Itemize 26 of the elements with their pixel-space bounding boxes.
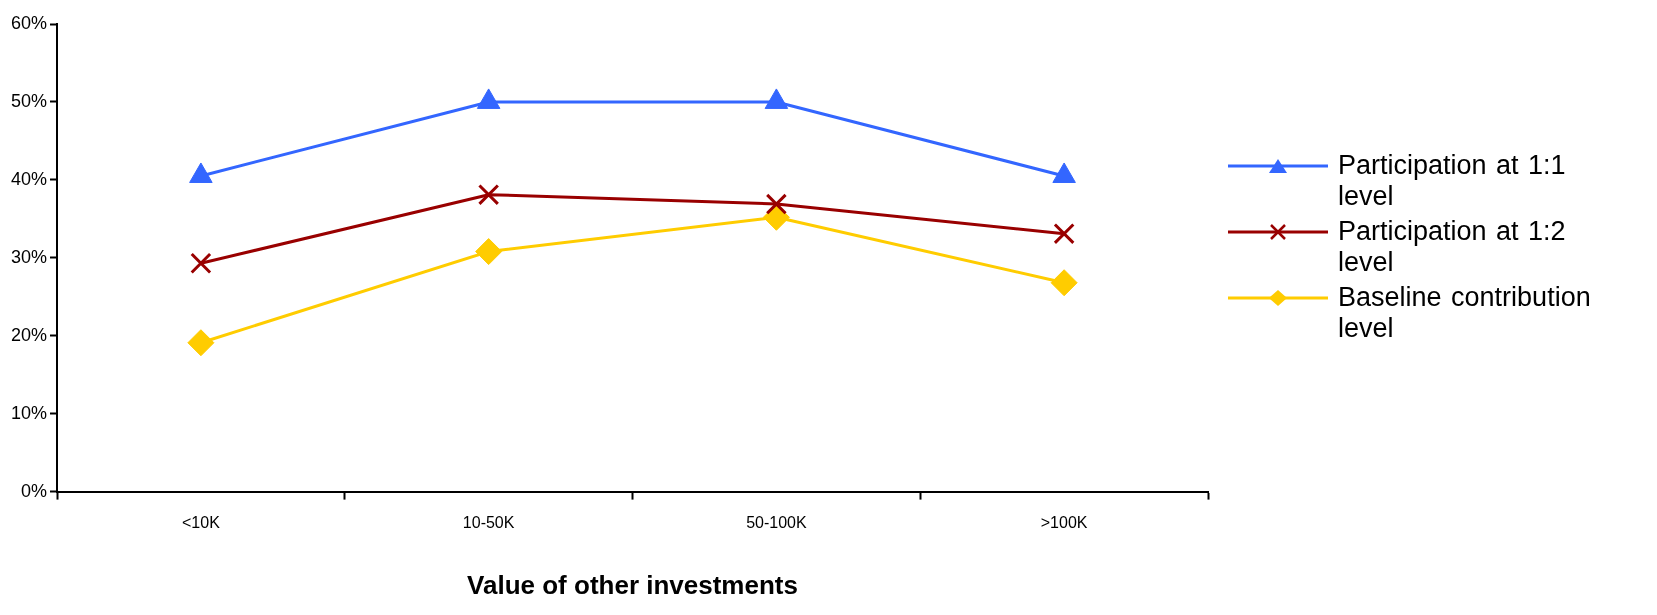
- point: [1050, 269, 1078, 297]
- y-tick-label: 0%: [21, 480, 48, 501]
- legend-label: Participation at 1:1 level: [1338, 150, 1567, 212]
- x-tick-label: >100K: [1040, 513, 1088, 531]
- y-tick-label: 50%: [11, 90, 48, 111]
- x-tick-label: 10-50K: [462, 513, 515, 531]
- x-tick-label: <10K: [181, 513, 221, 531]
- point: [476, 88, 501, 109]
- y-tick-label: 10%: [11, 402, 48, 423]
- point: [1052, 162, 1076, 183]
- point: [764, 88, 789, 109]
- legend-label: Participation at 1:2 level: [1338, 216, 1567, 278]
- y-tick-label: 30%: [11, 246, 48, 267]
- point: [477, 183, 500, 206]
- legend-label: Baseline contribution level: [1338, 282, 1592, 344]
- point: [765, 193, 788, 215]
- point: [187, 329, 215, 357]
- point: [190, 252, 212, 274]
- x-axis-title: Value of other investments: [467, 569, 798, 600]
- y-tick-label: 60%: [11, 12, 48, 33]
- point: [475, 238, 503, 266]
- point: [1053, 222, 1075, 245]
- x-tick-label: 50-100K: [746, 513, 807, 531]
- y-tick-label: 40%: [11, 168, 48, 189]
- y-tick-label: 20%: [11, 324, 48, 345]
- point: [189, 162, 213, 183]
